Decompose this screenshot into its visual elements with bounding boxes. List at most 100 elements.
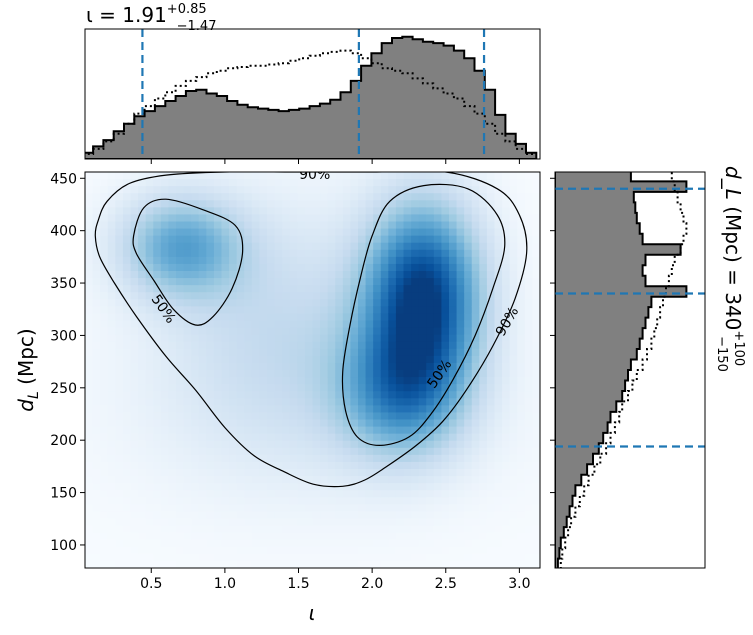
heatmap-cell: [365, 405, 374, 414]
heatmap-cell: [395, 221, 405, 230]
heatmap-cell: [418, 426, 427, 435]
heatmap-cell: [335, 511, 344, 520]
heatmap-cell: [160, 242, 170, 251]
heatmap-cell: [130, 497, 139, 505]
heatmap-cell: [433, 271, 443, 279]
heatmap-cell: [183, 327, 192, 336]
heatmap-cell: [297, 454, 306, 463]
heatmap-cell: [213, 511, 223, 520]
heatmap-cell: [221, 433, 230, 442]
heatmap-cell: [441, 186, 450, 194]
heatmap-cell: [395, 461, 405, 470]
heatmap-cell: [168, 490, 177, 498]
heatmap-cell: [244, 405, 253, 414]
heatmap-cell: [411, 476, 420, 484]
heatmap-cell: [221, 348, 230, 357]
heatmap-cell: [122, 532, 132, 541]
heatmap-cell: [85, 299, 94, 307]
heatmap-cell: [449, 320, 458, 329]
heatmap-cell: [198, 186, 207, 194]
heatmap-cell: [403, 412, 412, 421]
heatmap-cell: [358, 447, 367, 456]
heatmap-cell: [236, 518, 245, 527]
heatmap-cell: [297, 327, 306, 336]
heatmap-cell: [138, 271, 147, 279]
heatmap-cell: [479, 348, 488, 357]
heatmap-cell: [411, 405, 420, 414]
heatmap-cell: [509, 172, 518, 180]
heatmap-cell: [327, 440, 336, 449]
heatmap-cell: [373, 384, 382, 392]
heatmap-cell: [191, 476, 200, 484]
heatmap-cell: [395, 299, 405, 307]
heatmap-cell: [259, 419, 268, 428]
heatmap-cell: [100, 398, 109, 406]
heatmap-cell: [449, 447, 458, 456]
heatmap-cell: [418, 384, 427, 392]
heatmap-cell: [350, 221, 359, 230]
heatmap-cell: [145, 278, 154, 286]
heatmap-cell: [365, 214, 374, 223]
heatmap-cell: [176, 186, 185, 194]
heatmap-cell: [107, 249, 116, 258]
heatmap-cell: [282, 370, 291, 378]
heatmap-cell: [358, 362, 367, 371]
heatmap-cell: [411, 271, 420, 279]
heatmap-cell: [403, 391, 412, 399]
heatmap-cell: [403, 384, 412, 392]
heatmap-cell: [441, 504, 450, 513]
heatmap-cell: [373, 193, 382, 201]
heatmap-cell: [221, 391, 230, 399]
heatmap-cell: [418, 221, 427, 230]
heatmap-cell: [122, 447, 132, 456]
heatmap-cell: [289, 200, 298, 208]
heatmap-cell: [464, 228, 473, 237]
heatmap-cell: [100, 454, 109, 463]
heatmap-cell: [221, 469, 230, 477]
heatmap-cell: [198, 313, 207, 322]
heatmap-cell: [373, 214, 382, 223]
heatmap-cell: [259, 271, 268, 279]
heatmap-cell: [251, 186, 261, 194]
heatmap-cell: [297, 525, 306, 534]
heatmap-cell: [153, 412, 162, 421]
heatmap-cell: [320, 391, 329, 399]
heatmap-cell: [350, 172, 359, 180]
heatmap-cell: [107, 278, 116, 286]
heatmap-cell: [479, 539, 488, 548]
heatmap-cell: [267, 214, 276, 223]
heatmap-cell: [426, 525, 435, 534]
heatmap-cell: [456, 391, 465, 399]
heatmap-cell: [176, 355, 185, 364]
heatmap-cell: [115, 299, 124, 307]
heatmap-cell: [289, 355, 298, 364]
heatmap-cell: [274, 504, 283, 513]
heatmap-cell: [259, 306, 268, 315]
heatmap-cell: [320, 461, 329, 470]
heatmap-cell: [471, 398, 480, 406]
heatmap-cell: [107, 362, 116, 371]
heatmap-cell: [395, 525, 405, 534]
heatmap-cell: [115, 553, 124, 562]
heatmap-cell: [138, 362, 147, 371]
heatmap-cell: [221, 263, 230, 272]
heatmap-cell: [479, 256, 488, 265]
heatmap-cell: [213, 200, 223, 208]
heatmap-cell: [107, 454, 116, 463]
heatmap-cell: [509, 476, 518, 484]
heatmap-cell: [320, 214, 329, 223]
heatmap-cell: [107, 285, 116, 293]
heatmap-cell: [85, 306, 94, 315]
heatmap-cell: [236, 348, 245, 357]
heatmap-cell: [168, 341, 177, 350]
heatmap-cell: [388, 193, 397, 201]
heatmap-cell: [153, 228, 162, 237]
heatmap-cell: [449, 327, 458, 336]
heatmap-cell: [464, 278, 473, 286]
heatmap-cell: [236, 525, 245, 534]
heatmap-cell: [403, 263, 412, 272]
heatmap-cell: [191, 518, 200, 527]
heatmap-cell: [122, 398, 132, 406]
heatmap-cell: [479, 271, 488, 279]
heatmap-cell: [251, 256, 261, 265]
